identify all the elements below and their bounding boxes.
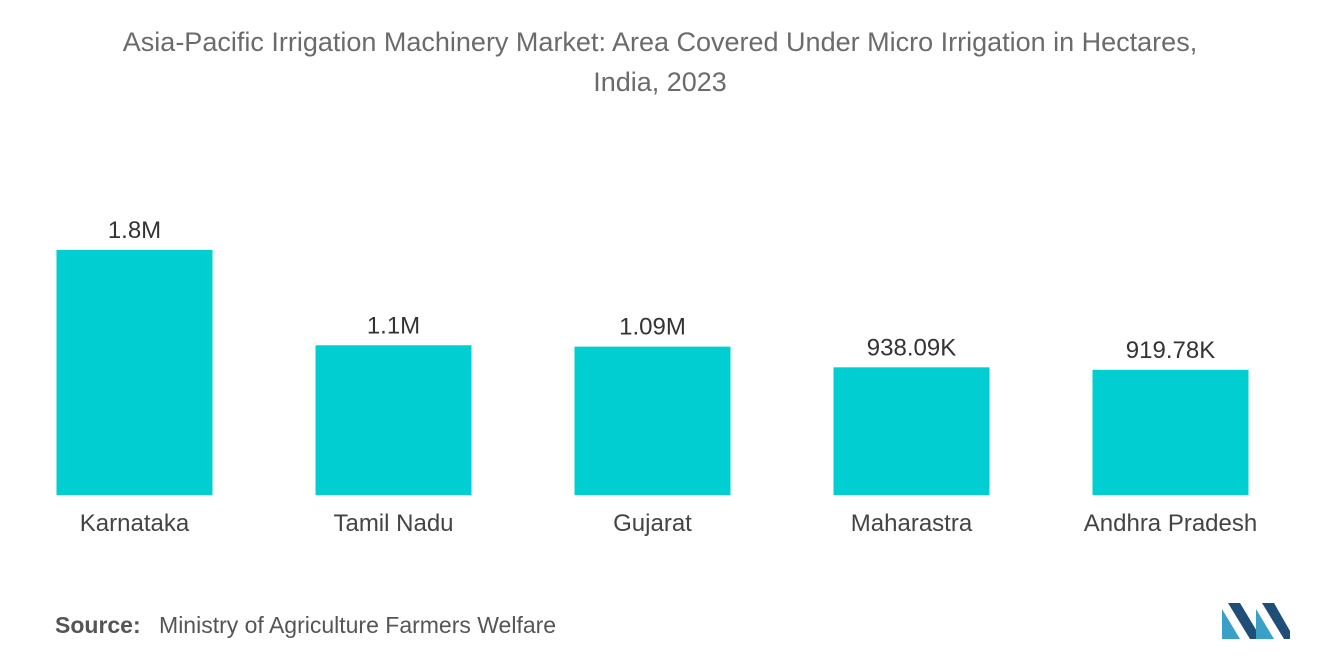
bar-chart: 1.8M Karnataka 1.1M Tamil Nadu 1.09M Gujarat 9… — [56, 217, 1257, 537]
bar-andhra-pradesh — [1092, 369, 1249, 495]
x-tick-label: Tamil Nadu — [333, 510, 453, 537]
x-tick-label: Gujarat — [613, 510, 692, 537]
bar-value-label: 1.1M — [367, 312, 420, 339]
bar-value-label: 1.8M — [108, 217, 161, 244]
x-tick-label: Andhra Pradesh — [1084, 510, 1257, 537]
source-text: Ministry of Agriculture Farmers Welfare — [159, 612, 557, 638]
bar-value-label: 1.09M — [619, 314, 686, 341]
source-note: Source: Ministry of Agriculture Farmers … — [55, 612, 556, 639]
chart-title-line-2: India, 2023 — [593, 67, 727, 97]
bar-value-label: 919.78K — [1126, 337, 1215, 364]
chart-title-line-1: Asia-Pacific Irrigation Machinery Market… — [122, 27, 1198, 57]
mordor-intelligence-logo-icon — [1222, 603, 1290, 639]
bar-maharastra — [833, 367, 990, 495]
bar-value-label: 938.09K — [867, 334, 956, 361]
bar-tamil-nadu — [315, 345, 472, 495]
chart-title: Asia-Pacific Irrigation Machinery Market… — [0, 22, 1320, 102]
x-tick-label: Maharastra — [851, 510, 973, 537]
source-label: Source: — [55, 612, 141, 638]
x-tick-label: Karnataka — [80, 510, 190, 537]
bar-gujarat — [574, 346, 731, 495]
bar-karnataka — [56, 250, 213, 495]
